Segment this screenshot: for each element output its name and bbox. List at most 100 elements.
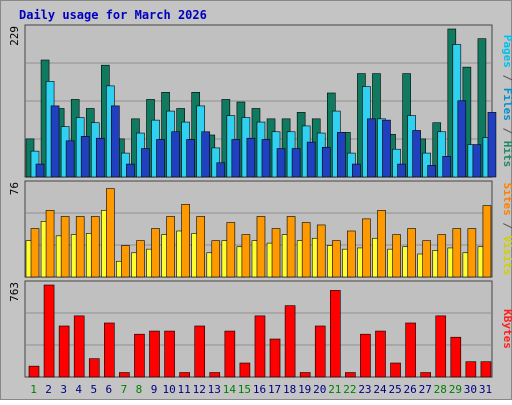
x-tick-label-day-10: 10	[162, 383, 175, 396]
x-tick-label-day-15: 15	[238, 383, 251, 396]
series-pages	[35, 100, 497, 178]
bar-sites-day-5	[90, 216, 100, 278]
bar-pages-day-16	[261, 139, 271, 178]
x-tick-label-day-4: 4	[75, 383, 82, 396]
series-label-part: Pages	[501, 35, 512, 68]
bar-sites-day-27	[422, 240, 431, 278]
panel-kbytes: 763 KBytes	[8, 280, 512, 378]
bar-sites-day-11	[181, 204, 190, 278]
chart-title: Daily usage for March 2026	[19, 8, 207, 22]
x-tick-label-day-18: 18	[283, 383, 296, 396]
bar-files-day-13	[211, 147, 221, 178]
bar-pages-day-25	[397, 163, 406, 178]
panel-visits_sites: 76 Sites / Visits	[8, 180, 512, 278]
bar-sites-day-21	[331, 240, 341, 278]
bar-sites-day-12	[196, 216, 206, 278]
bar-kbytes-day-15	[239, 362, 251, 378]
x-tick-label-day-11: 11	[178, 383, 191, 396]
series-kbytes	[28, 284, 492, 378]
bar-pages-day-17	[276, 148, 286, 178]
bar-kbytes-day-22	[345, 372, 356, 378]
bar-sites-day-28	[437, 234, 447, 278]
bar-pages-day-19	[306, 141, 316, 178]
bar-pages-day-8	[141, 148, 150, 178]
bar-pages-day-20	[321, 146, 331, 178]
bar-pages-day-26	[412, 130, 421, 178]
bar-kbytes-day-5	[88, 358, 100, 378]
bar-pages-day-4	[80, 135, 90, 178]
y-max-label: 76	[8, 182, 21, 195]
bar-pages-day-5	[95, 137, 105, 178]
panel-series-label: Sites / Visits	[501, 183, 512, 276]
bar-kbytes-day-8	[134, 333, 145, 378]
x-tick-label-day-31: 31	[479, 383, 492, 396]
x-tick-label-day-9: 9	[151, 383, 158, 396]
bar-hits-day-31	[477, 38, 487, 178]
series-visits	[25, 210, 487, 278]
x-tick-label-day-26: 26	[404, 383, 417, 396]
bar-sites-day-15	[241, 234, 251, 278]
bar-pages-day-30	[472, 144, 482, 178]
series-label-part: Sites	[501, 183, 512, 216]
bar-pages-day-2	[50, 105, 60, 178]
bar-pages-day-21	[336, 132, 346, 178]
x-tick-label-day-24: 24	[373, 383, 387, 396]
bar-sites-day-23	[362, 218, 371, 278]
bar-sites-day-13	[211, 240, 221, 278]
x-tick-label-day-2: 2	[45, 383, 52, 396]
bar-kbytes-day-12	[194, 325, 206, 378]
bar-kbytes-day-23	[360, 333, 371, 378]
bar-kbytes-day-3	[58, 325, 70, 378]
bar-sites-day-1	[30, 228, 40, 278]
bar-sites-day-29	[452, 228, 462, 278]
bar-sites-day-14	[226, 222, 236, 278]
bar-sites-day-4	[75, 216, 85, 278]
x-tick-label-day-1: 1	[30, 383, 37, 396]
bar-kbytes-day-27	[420, 372, 431, 378]
bar-pages-day-22	[352, 163, 361, 178]
x-tick-label-day-17: 17	[268, 383, 281, 396]
bar-sites-day-18	[286, 216, 296, 278]
x-tick-label-day-7: 7	[121, 383, 128, 396]
bar-files-day-25	[392, 148, 401, 178]
bar-sites-day-7	[121, 245, 130, 278]
bar-pages-day-6	[111, 105, 120, 178]
bar-kbytes-day-1	[28, 365, 40, 378]
x-tick-label-day-25: 25	[388, 383, 401, 396]
bar-pages-day-7	[126, 163, 135, 178]
bar-kbytes-day-17	[269, 338, 281, 378]
bar-kbytes-day-25	[390, 362, 401, 378]
bar-pages-day-29	[457, 100, 467, 178]
bar-pages-day-24	[382, 119, 391, 178]
bar-sites-day-31	[482, 205, 492, 278]
bar-pages-day-18	[291, 148, 301, 178]
series-sites	[30, 188, 492, 278]
bar-sites-day-8	[136, 240, 145, 278]
x-tick-label-day-27: 27	[419, 383, 432, 396]
x-tick-label-day-20: 20	[313, 383, 326, 396]
bar-kbytes-day-28	[435, 315, 447, 378]
bar-kbytes-day-21	[329, 290, 341, 378]
bar-kbytes-day-6	[104, 322, 115, 378]
bar-kbytes-day-14	[224, 330, 236, 378]
x-tick-label-day-30: 30	[464, 383, 477, 396]
x-tick-label-day-21: 21	[328, 383, 341, 396]
bar-sites-day-9	[151, 228, 160, 278]
bar-kbytes-day-30	[465, 361, 477, 378]
bar-kbytes-day-16	[254, 315, 266, 378]
bar-pages-day-9	[156, 139, 165, 178]
x-tick-label-day-13: 13	[208, 383, 221, 396]
series-label-part: Visits	[501, 236, 512, 276]
bar-pages-day-12	[201, 131, 211, 178]
bar-sites-day-19	[301, 222, 311, 278]
x-axis-day-labels: 1 2 3 4 5 6 7 8 9 10 11 12 13 14 15 16 17 18 19 20 21 22 23 24 2…	[30, 383, 492, 396]
bar-kbytes-day-9	[149, 330, 160, 378]
bar-sites-day-16	[256, 216, 266, 278]
x-tick-label-day-5: 5	[90, 383, 97, 396]
bar-pages-day-14	[231, 139, 241, 178]
series-label-part: /	[501, 68, 512, 88]
bar-pages-day-3	[65, 140, 75, 178]
